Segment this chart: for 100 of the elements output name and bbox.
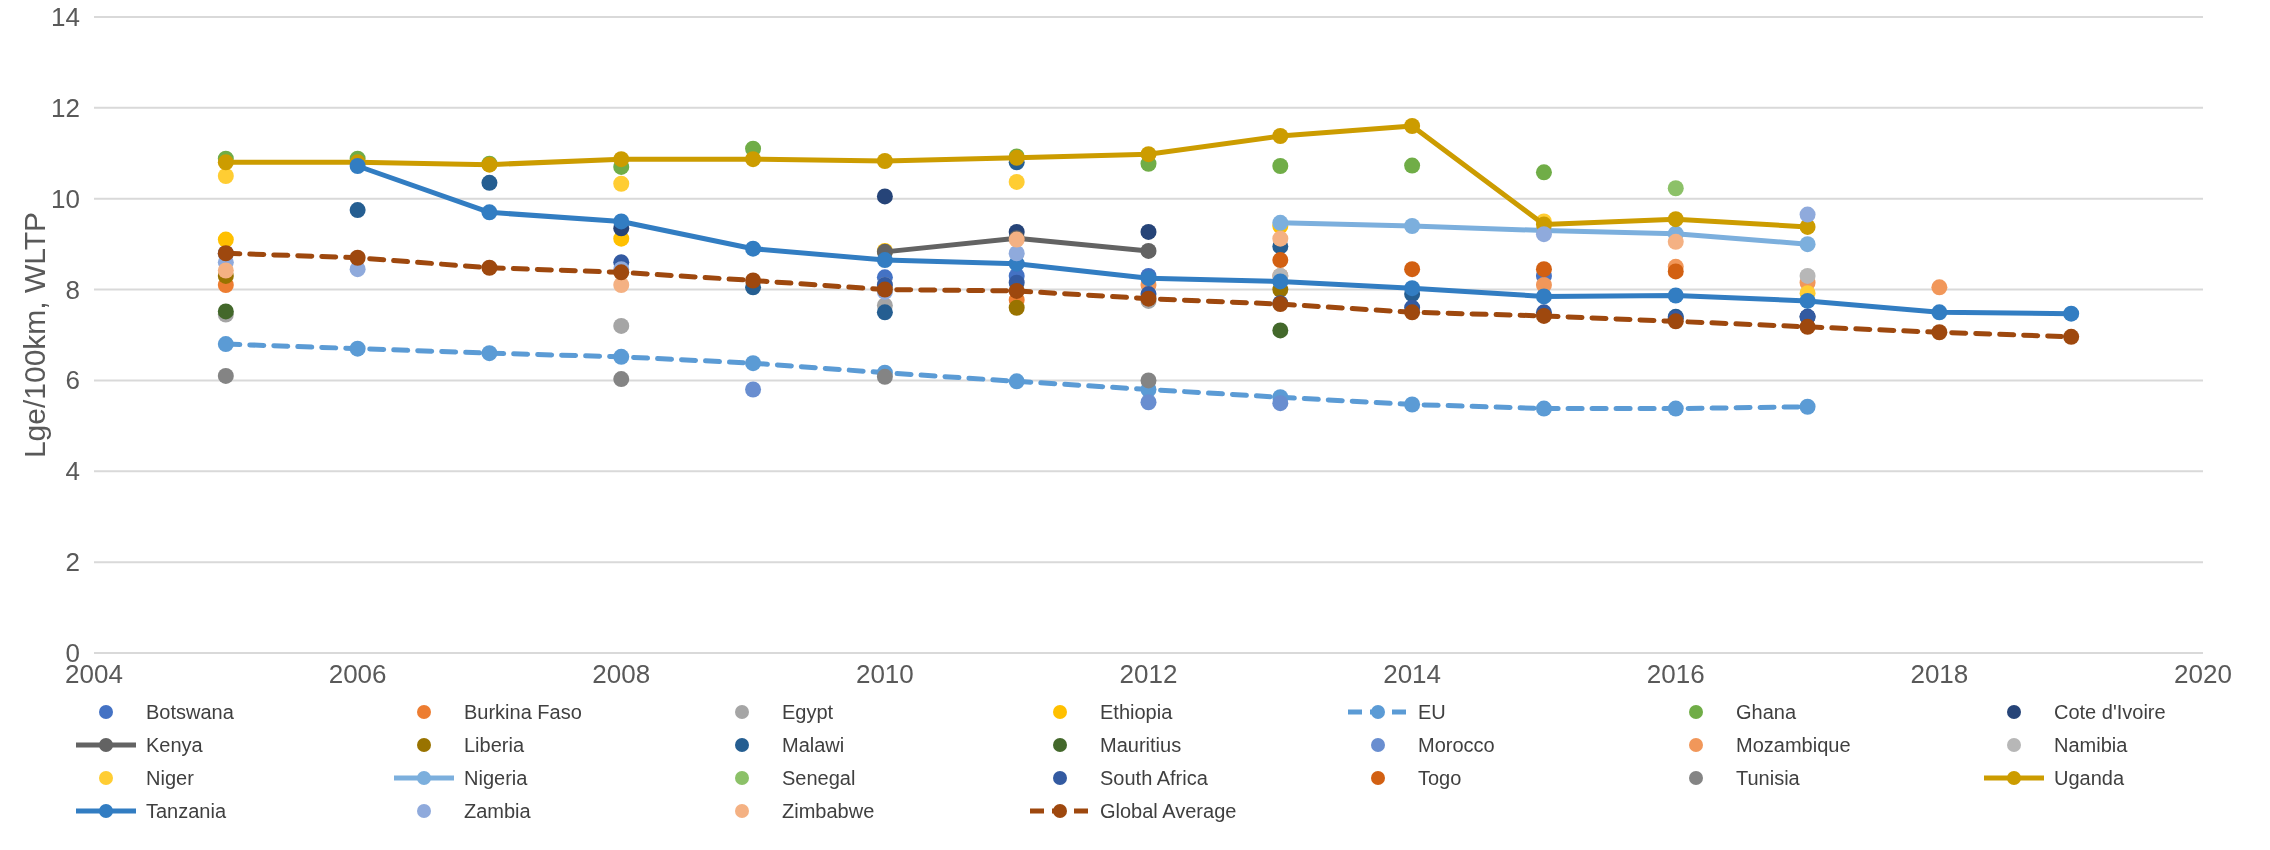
point bbox=[481, 259, 498, 276]
point bbox=[1404, 118, 1421, 135]
legend-label: Senegal bbox=[782, 767, 856, 789]
point bbox=[217, 168, 234, 184]
legend-label: Kenya bbox=[146, 734, 204, 756]
x-tick-label: 2016 bbox=[1646, 659, 1705, 689]
y-tick-label: 12 bbox=[51, 92, 80, 123]
point bbox=[745, 355, 762, 372]
point bbox=[1535, 288, 1552, 305]
point bbox=[613, 175, 630, 192]
point bbox=[1931, 324, 1948, 341]
point bbox=[217, 262, 234, 279]
point bbox=[1535, 164, 1552, 181]
legend-label: Tanzania bbox=[146, 800, 227, 822]
point bbox=[217, 336, 234, 353]
point bbox=[1272, 395, 1289, 412]
point bbox=[1140, 372, 1157, 389]
x-tick-label: 2018 bbox=[1910, 659, 1969, 689]
legend-label: Togo bbox=[1418, 767, 1462, 789]
point bbox=[613, 348, 630, 365]
point bbox=[349, 202, 366, 219]
point bbox=[1535, 261, 1552, 278]
point bbox=[217, 154, 234, 171]
point bbox=[745, 240, 762, 257]
point bbox=[349, 249, 366, 266]
x-tick-label: 2008 bbox=[592, 659, 651, 689]
point bbox=[1931, 279, 1948, 296]
legend-label: Cote d'Ivoire bbox=[2054, 701, 2166, 723]
point bbox=[1535, 400, 1552, 417]
legend-label: Mozambique bbox=[1736, 734, 1851, 756]
point bbox=[1272, 273, 1289, 290]
point bbox=[1404, 396, 1421, 413]
legend-label: Malawi bbox=[782, 734, 845, 756]
legend-label: Ethiopia bbox=[1100, 701, 1174, 723]
legend-label: Mauritius bbox=[1100, 734, 1182, 756]
legend-label: Burkina Faso bbox=[464, 701, 582, 723]
point bbox=[613, 213, 630, 230]
legend-label: Namibia bbox=[2054, 734, 2129, 756]
point bbox=[876, 304, 893, 321]
point bbox=[1799, 292, 1816, 309]
point bbox=[481, 204, 498, 221]
point bbox=[1404, 217, 1421, 234]
legend-label: Zambia bbox=[464, 800, 532, 822]
point bbox=[613, 151, 630, 168]
point bbox=[1799, 236, 1816, 253]
point bbox=[1008, 282, 1025, 299]
point bbox=[1404, 280, 1421, 297]
legend-label: Zimbabwe bbox=[782, 800, 875, 822]
point bbox=[1404, 157, 1421, 174]
point bbox=[1404, 304, 1421, 321]
point bbox=[481, 174, 498, 191]
point bbox=[1667, 233, 1684, 250]
point bbox=[1667, 211, 1684, 228]
point bbox=[1140, 394, 1157, 411]
point bbox=[613, 317, 630, 334]
legend-label: Egypt bbox=[782, 701, 834, 723]
point bbox=[1535, 226, 1552, 243]
x-tick-label: 2006 bbox=[328, 659, 387, 689]
point bbox=[1140, 223, 1157, 240]
point bbox=[745, 381, 762, 398]
point bbox=[217, 367, 234, 384]
point bbox=[1140, 242, 1157, 259]
x-tick-label: 2014 bbox=[1383, 659, 1442, 689]
point bbox=[1799, 398, 1816, 415]
point bbox=[1799, 267, 1816, 284]
point bbox=[1272, 128, 1289, 145]
point bbox=[217, 231, 234, 248]
legend-label: Tunisia bbox=[1736, 767, 1801, 789]
point bbox=[876, 153, 893, 170]
point bbox=[1272, 230, 1289, 247]
point bbox=[876, 188, 893, 205]
legend-label: Liberia bbox=[464, 734, 525, 756]
point bbox=[745, 272, 762, 289]
point bbox=[1404, 261, 1421, 278]
point bbox=[481, 345, 498, 362]
point bbox=[1667, 400, 1684, 417]
point bbox=[1272, 252, 1289, 269]
point bbox=[349, 340, 366, 357]
legend-label: Niger bbox=[146, 767, 195, 789]
x-tick-label: 2010 bbox=[855, 659, 914, 689]
legend-label: South Africa bbox=[1100, 767, 1209, 789]
y-tick-label: 8 bbox=[65, 274, 80, 305]
point bbox=[1931, 304, 1948, 321]
point bbox=[2063, 328, 2080, 345]
point bbox=[1008, 373, 1025, 390]
point bbox=[876, 252, 893, 269]
point bbox=[349, 158, 366, 175]
point bbox=[613, 371, 630, 388]
point bbox=[1008, 173, 1025, 190]
point bbox=[1008, 299, 1025, 316]
point bbox=[1799, 206, 1816, 223]
point bbox=[1272, 158, 1289, 175]
legend-label: Uganda bbox=[2054, 767, 2125, 789]
point bbox=[1667, 287, 1684, 304]
point bbox=[1140, 146, 1157, 163]
legend-label: Morocco bbox=[1418, 734, 1495, 756]
point bbox=[1667, 180, 1684, 197]
y-tick-label: 10 bbox=[51, 183, 80, 214]
y-tick-label: 2 bbox=[65, 547, 80, 578]
point bbox=[1272, 322, 1289, 339]
